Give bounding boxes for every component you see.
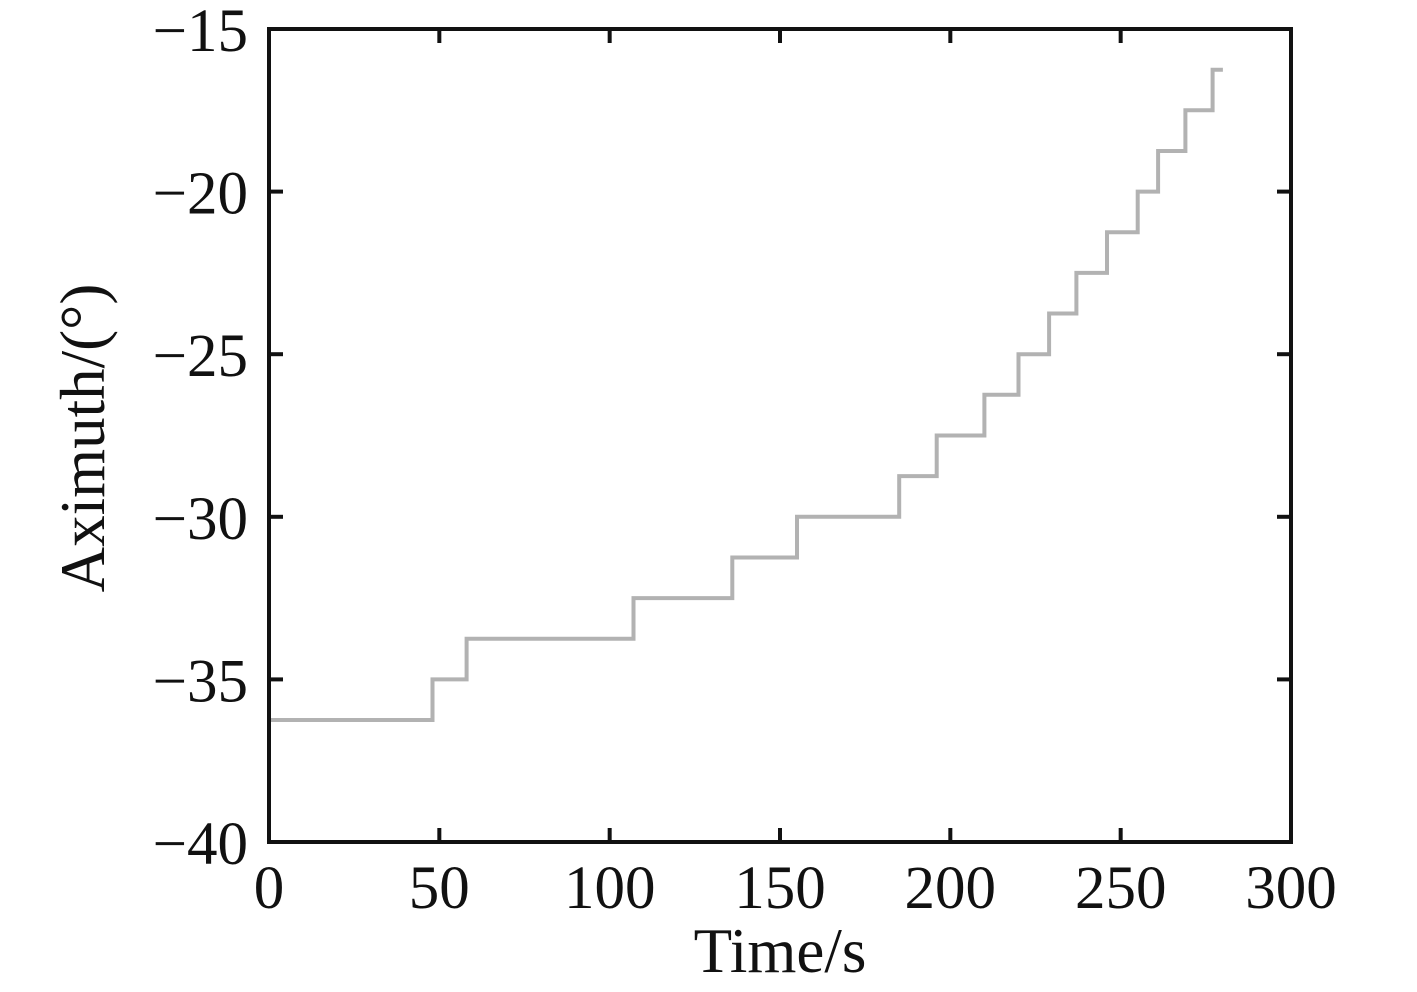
axis-ticks: [267, 27, 1293, 844]
x-tick-labels: 0 50 100 150 200 250 300: [254, 855, 1337, 922]
x-tick-label: 200: [905, 855, 997, 922]
x-tick-label: 300: [1245, 855, 1337, 922]
y-tick-label: −40: [153, 811, 248, 878]
x-tick-label: 0: [254, 855, 285, 922]
y-tick-label: −25: [153, 323, 248, 390]
y-tick-label: −35: [153, 648, 248, 715]
y-tick-label: −20: [153, 161, 248, 228]
x-tick-label: 100: [564, 855, 656, 922]
y-tick-label: −15: [153, 0, 248, 65]
x-tick-label: 250: [1075, 855, 1167, 922]
x-tick-label: 150: [734, 855, 826, 922]
azimuth-step-line: [269, 67, 1223, 722]
x-tick-label: 50: [409, 855, 470, 922]
y-tick-label: −30: [153, 486, 248, 553]
y-tick-labels: −40 −35 −30 −25 −20 −15: [153, 0, 248, 878]
x-axis-label: Time/s: [694, 916, 867, 986]
y-axis-label: Aximuth/(°): [48, 284, 118, 593]
